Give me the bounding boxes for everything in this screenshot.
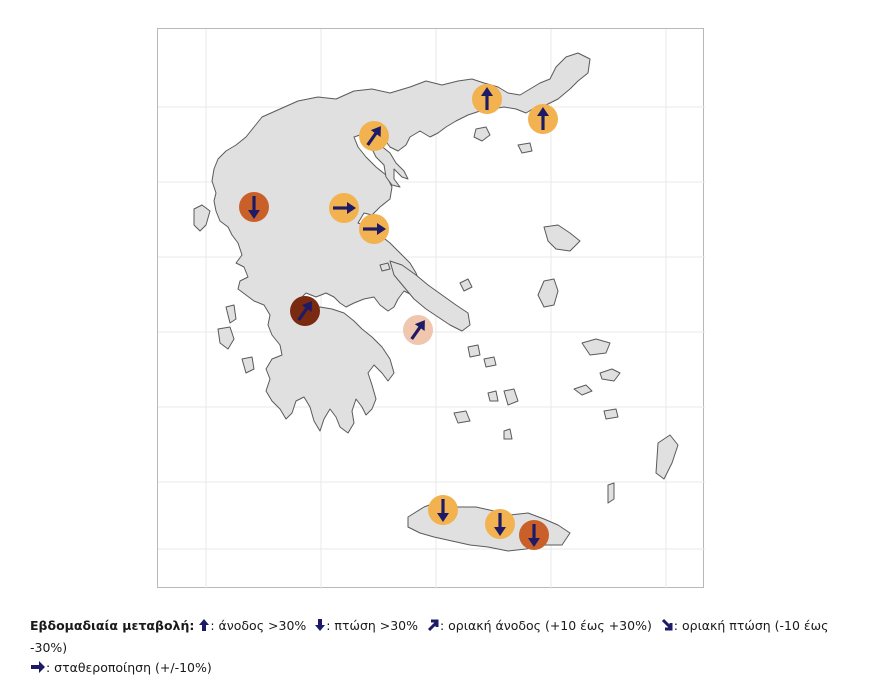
- skyros: [459, 278, 473, 292]
- marker-magnesia: [359, 214, 389, 244]
- marker-arrow-rodopi: [481, 87, 493, 110]
- marker-ioannina: [239, 192, 269, 222]
- andros: [467, 344, 481, 358]
- legend-item-up-right: : οριακή άνοδος (+10 έως +30%): [439, 618, 652, 633]
- milos: [453, 410, 471, 424]
- marker-arrow-thessaloniki: [366, 126, 381, 146]
- corfu: [193, 204, 211, 232]
- naxos: [503, 388, 519, 406]
- chios: [581, 338, 611, 356]
- evia: [389, 260, 471, 332]
- marker-attiki: [403, 315, 433, 345]
- marker-rodopi: [472, 84, 502, 114]
- arrow-up-icon: [198, 618, 210, 638]
- marker-arrow-aitoloakarnania: [297, 301, 312, 321]
- tinos: [483, 356, 497, 368]
- karpathos: [607, 482, 615, 504]
- marker-arrow-chania: [437, 499, 449, 522]
- marker-irakleio: [519, 520, 549, 550]
- limnos: [543, 224, 581, 252]
- thasos: [473, 126, 491, 142]
- marker-arrow-attiki: [410, 320, 425, 340]
- chalkidiki: [367, 140, 409, 188]
- arrow-right-icon: [30, 660, 46, 680]
- marker-larisa: [329, 193, 359, 223]
- marker-aitoloakarnania: [290, 296, 320, 326]
- marker-rethymno: [485, 509, 515, 539]
- paros: [487, 390, 499, 402]
- samos: [599, 368, 621, 382]
- legend-item-stable: : σταθεροποίηση (+/-10%): [46, 660, 212, 675]
- marker-arrow-ioannina: [248, 196, 260, 219]
- santorini: [503, 428, 513, 440]
- marker-evros: [528, 104, 558, 134]
- marker-chania: [428, 495, 458, 525]
- rhodes: [655, 434, 679, 480]
- legend-item-up: : άνοδος >30%: [210, 618, 307, 633]
- marker-arrow-magnesia: [363, 223, 386, 235]
- legend: Εβδομαδιαία μεταβολή: : άνοδος >30% : πτ…: [30, 616, 850, 680]
- lesvos: [537, 278, 559, 308]
- legend-item-down: : πτώση >30%: [326, 618, 419, 633]
- arrow-down-right-icon: [660, 618, 674, 638]
- marker-arrow-larisa: [333, 202, 356, 214]
- marker-arrow-irakleio: [528, 524, 540, 547]
- mainland-greece: [211, 52, 591, 434]
- marker-thessaloniki: [359, 121, 389, 151]
- legend-item-down-right: : οριακή πτώση (-10 έως -30%): [30, 618, 829, 655]
- lefkada: [225, 304, 237, 324]
- greece-map: [158, 29, 705, 589]
- skiathos: [379, 262, 391, 272]
- samothraki: [517, 142, 533, 154]
- marker-arrow-rethymno: [494, 513, 506, 536]
- ikaria: [573, 384, 593, 396]
- zakynthos: [241, 356, 255, 374]
- kefalonia: [217, 326, 235, 350]
- arrow-up-right-icon: [426, 618, 440, 638]
- map-panel: [157, 28, 705, 589]
- marker-arrow-evros: [537, 107, 549, 130]
- legend-title: Εβδομαδιαία μεταβολή:: [30, 618, 195, 633]
- kos: [603, 408, 619, 420]
- arrow-down-icon: [314, 618, 326, 638]
- trend-markers: [239, 84, 558, 550]
